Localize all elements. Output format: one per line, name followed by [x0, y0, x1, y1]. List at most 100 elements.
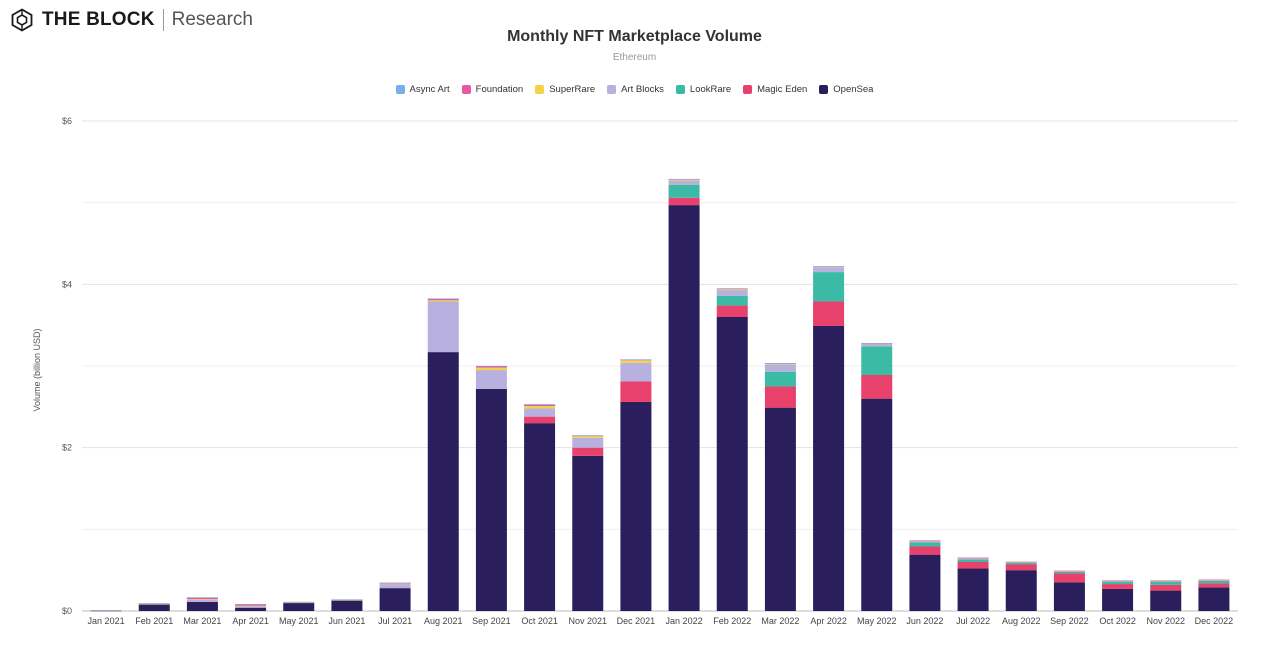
bar-segment-async-art — [475, 365, 507, 367]
bar-segment-magic-eden — [524, 416, 556, 424]
bar-segment-async-art — [813, 266, 845, 267]
legend-item[interactable]: Magic Eden — [743, 84, 807, 95]
bar-segment-opensea — [186, 602, 218, 611]
bar-segment-opensea — [1102, 588, 1134, 611]
legend-swatch — [535, 85, 545, 94]
bar-segment-magic-eden — [572, 447, 604, 456]
bar-segment-lookrare — [716, 295, 748, 306]
legend-label: Magic Eden — [757, 84, 808, 95]
bar-segment-opensea — [909, 554, 941, 611]
bar-segment-magic-eden — [620, 381, 652, 402]
bar-segment-art-blocks — [716, 290, 748, 296]
bar-segment-magic-eden — [1005, 564, 1037, 571]
bar-segment-lookrare — [1053, 571, 1085, 574]
bar-segment-magic-eden — [1102, 584, 1134, 589]
the-block-logo-icon — [11, 8, 33, 32]
bar-segment-lookrare — [1198, 580, 1230, 584]
bar-segment-art-blocks — [813, 267, 845, 273]
bar-segment-foundation — [475, 366, 507, 368]
legend-swatch — [743, 85, 753, 94]
bar-segment-superrare — [764, 363, 796, 365]
y-tick-label: $0 — [62, 606, 72, 616]
legend-label: LookRare — [689, 84, 732, 95]
legend-item[interactable]: Foundation — [461, 84, 524, 95]
brand: THE BLOCK Research — [10, 8, 253, 32]
x-tick-label: May 2021 — [279, 616, 319, 626]
bar-segment-magic-eden — [716, 305, 748, 317]
bar-segment-lookrare — [957, 559, 989, 562]
bar-segment-opensea — [475, 388, 507, 611]
bar-segment-superrare — [186, 599, 218, 600]
x-tick-label: Oct 2021 — [521, 616, 558, 626]
bar-segment-opensea — [1005, 570, 1037, 611]
bar-segment-async-art — [668, 178, 700, 180]
bar-segment-opensea — [1198, 587, 1230, 611]
x-tick-label: Jan 2021 — [88, 616, 125, 626]
bar-segment-magic-eden — [1150, 584, 1182, 591]
bar-segment-art-blocks — [186, 599, 218, 603]
bar-segment-opensea — [283, 602, 315, 611]
x-tick-label: Mar 2021 — [183, 616, 221, 626]
brand-name: THE BLOCK — [42, 9, 155, 30]
x-tick-label: Sep 2022 — [1050, 616, 1089, 626]
bar-segment-lookrare — [861, 346, 893, 375]
y-tick-label: $4 — [62, 279, 72, 289]
bar-segment-opensea — [957, 568, 989, 611]
bar-segment-superrare — [283, 602, 315, 603]
bar-segment-magic-eden — [909, 546, 941, 555]
bar-segment-lookrare — [813, 272, 845, 302]
bar-segment-foundation — [909, 540, 941, 542]
bar-segment-magic-eden — [957, 562, 989, 569]
bar-segment-lookrare — [764, 371, 796, 387]
bar-segment-superrare — [235, 605, 267, 607]
bar-segment-foundation — [1150, 580, 1182, 582]
legend-item[interactable]: SuperRare — [535, 84, 595, 95]
bar-segment-async-art — [524, 404, 556, 405]
bar-segment-foundation — [1102, 580, 1134, 582]
x-tick-label: Apr 2021 — [232, 616, 269, 626]
x-tick-label: Jun 2021 — [328, 616, 365, 626]
x-tick-label: Mar 2022 — [761, 616, 799, 626]
x-tick-label: Aug 2022 — [1002, 616, 1041, 626]
bar-segment-opensea — [620, 401, 652, 611]
bar-segment-magic-eden — [861, 374, 893, 399]
bar-segment-superrare — [668, 179, 700, 181]
bar-segment-opensea — [1150, 590, 1182, 611]
bar-segment-superrare — [813, 266, 845, 268]
bar-segment-lookrare — [668, 184, 700, 198]
bar-segment-opensea — [861, 398, 893, 611]
x-tick-label: Nov 2022 — [1146, 616, 1185, 626]
bar-segment-opensea — [764, 407, 796, 611]
legend-item[interactable]: Async Art — [395, 84, 450, 95]
bar-segment-async-art — [235, 604, 267, 605]
bar-segment-async-art — [138, 603, 170, 604]
legend-item[interactable]: OpenSea — [819, 84, 873, 95]
legend-item[interactable]: Art Blocks — [607, 84, 664, 95]
bar-segment-magic-eden — [813, 301, 845, 326]
bar-segment-superrare — [524, 406, 556, 409]
x-tick-label: Dec 2021 — [617, 616, 656, 626]
x-tick-label: Feb 2022 — [713, 616, 751, 626]
bar-segment-superrare — [572, 436, 604, 438]
bar-segment-opensea — [1053, 582, 1085, 611]
bar-segment-art-blocks — [524, 408, 556, 417]
bar-segment-art-blocks — [909, 540, 941, 543]
y-tick-label: $6 — [62, 116, 72, 126]
legend-label: Art Blocks — [621, 84, 664, 95]
bar-segment-foundation — [235, 604, 267, 606]
bar-segment-art-blocks — [957, 557, 989, 560]
bar-segment-foundation — [957, 557, 989, 559]
legend-label: Foundation — [475, 84, 524, 95]
bar-segment-foundation — [1053, 570, 1085, 572]
legend-item[interactable]: LookRare — [675, 84, 732, 95]
legend-swatch — [607, 85, 617, 94]
bar-segment-art-blocks — [379, 584, 411, 589]
brand-divider — [162, 9, 164, 31]
bar-segment-superrare — [138, 603, 170, 605]
legend-label: SuperRare — [549, 84, 596, 95]
x-tick-label: Jan 2022 — [666, 616, 703, 626]
bar-segment-foundation — [1198, 579, 1230, 581]
bar-segment-async-art — [186, 597, 218, 598]
x-tick-label: Jul 2022 — [956, 616, 990, 626]
x-tick-label: Apr 2022 — [810, 616, 847, 626]
